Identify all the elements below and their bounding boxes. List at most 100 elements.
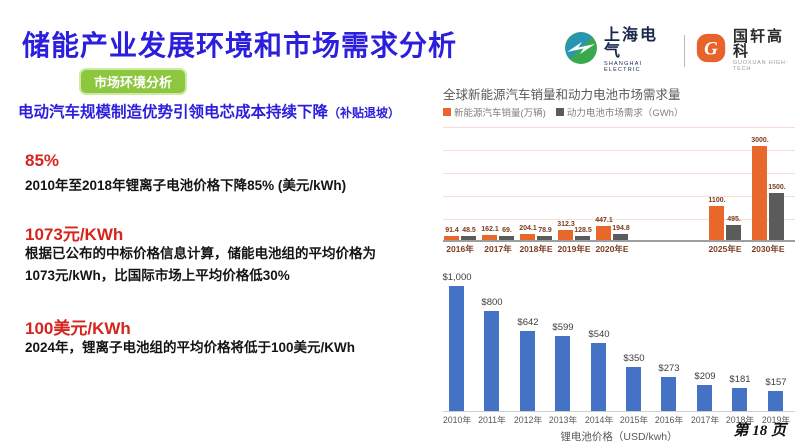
chart1-xlabels: 2016年 2017年 2018年E 2019年E 2020年E 2025年E 2030年E	[443, 242, 795, 256]
bar-value-label: $599	[552, 322, 574, 333]
metric-heading-100: 100美元/KWh	[25, 319, 131, 338]
axis-tick-label: 2016年	[654, 415, 684, 425]
bar	[596, 226, 611, 240]
guoxuan-logo: G 国轩高科 GUOXUAN HIGH-TECH	[694, 29, 800, 72]
bar	[769, 193, 784, 240]
metric-body-85: 2010年至2018年锂离子电池价格下降85% (美元/kWh)	[25, 178, 347, 193]
bar	[726, 225, 741, 240]
bar-value-label: $157	[765, 377, 787, 388]
axis-tick-label: 2030年E	[751, 244, 785, 254]
shanghai-electric-ball-icon	[563, 30, 599, 71]
bar	[558, 230, 573, 240]
bar	[768, 391, 783, 411]
svg-text:G: G	[704, 39, 718, 60]
bar-value-label: $800	[481, 297, 503, 308]
bar-value-label: $350	[623, 353, 645, 364]
chart1-plot: 91.4 48.5 162.1 69. 204.1 78.9 312.3 128.5 447.1…	[443, 122, 795, 242]
bar-value-label: 1500.	[768, 184, 786, 191]
chart-legend: 新能源汽车销量(万辆) 动力电池市场需求（GWh）	[443, 105, 795, 119]
shanghai-electric-name: 上海电气	[604, 27, 659, 60]
axis-tick-label: 2018年E	[519, 244, 553, 254]
bar	[449, 286, 464, 411]
bar-value-label: 3000.	[751, 137, 769, 144]
bar-value-label: 204.1	[519, 225, 537, 232]
axis-tick-label: 2017年	[484, 244, 512, 254]
axis-tick-label: 2010年	[442, 415, 472, 425]
bar-value-label: $642	[517, 317, 539, 328]
axis-tick-label: 2020年E	[595, 244, 629, 254]
chart1-axis-line	[443, 240, 795, 242]
metric-body-1073: 根据已公布的中标价格信息计算，储能电池组的平均价格为 1073元/kWh，比国际…	[25, 246, 376, 283]
bar	[752, 146, 767, 240]
axis-tick-label: 2012年	[513, 415, 543, 425]
page-number: 第 18 页	[733, 423, 786, 439]
bar-value-label: 69.	[502, 227, 512, 234]
bar	[709, 206, 724, 240]
axis-tick-label: 2011年	[478, 415, 506, 425]
bar	[732, 388, 747, 411]
metric-body-100: 2024年，锂离子电池组的平均价格将低于100美元/KWh	[25, 340, 356, 355]
bar-value-label: $273	[658, 363, 680, 374]
bar	[520, 331, 535, 411]
bar-value-label: 48.5	[462, 227, 476, 234]
guoxuan-ball-icon: G	[694, 31, 728, 70]
bar-value-label: 1100.	[708, 197, 726, 204]
axis-tick-label: 2018年	[725, 415, 755, 425]
legend-item-ev: 新能源汽车销量(万辆)	[443, 105, 546, 119]
bar-value-label: 312.3	[557, 221, 575, 228]
bar	[626, 367, 641, 411]
shanghai-electric-sub: SHANGHAI ELECTRIC	[604, 61, 643, 73]
metric-heading-1073: 1073元/KWh	[25, 225, 124, 244]
bar-value-label: $540	[588, 329, 610, 340]
bar-value-label: 162.1	[481, 226, 499, 233]
chart-title: 全球新能源汽车销量和动力电池市场需求量	[443, 88, 681, 102]
section-badge: 市场环境分析	[79, 68, 188, 95]
axis-tick-label: 2025年E	[708, 244, 742, 254]
bar-value-label: $181	[729, 374, 751, 385]
bar-value-label: 91.4	[445, 227, 459, 234]
bar-value-label: 128.5	[574, 227, 592, 234]
subtitle-text: 电动汽车规模制造优势引领电芯成本持续下降	[18, 104, 329, 121]
bar	[520, 234, 535, 240]
bar	[444, 236, 459, 240]
axis-tick-label: 2014年	[584, 415, 614, 425]
logo-divider	[684, 34, 685, 67]
bar	[537, 236, 552, 240]
shanghai-electric-logo: 上海电气 SHANGHAI ELECTRIC	[563, 28, 675, 73]
axis-tick-label: 2016年	[446, 244, 474, 254]
legend-label: 动力电池市场需求（GWh）	[566, 108, 684, 119]
axis-tick-label: 2019年E	[557, 244, 591, 254]
axis-tick-label: 2013年	[548, 415, 578, 425]
guoxuan-sub: GUOXUAN HIGH-TECH	[732, 60, 789, 72]
axis-tick-label: 2019年	[761, 415, 791, 425]
guoxuan-name: 国轩高科	[732, 28, 784, 60]
bar	[575, 236, 590, 240]
chart2-axis-line	[443, 411, 795, 412]
bar	[697, 385, 712, 411]
chart2-caption: 锂电池价格（USD/kwh）	[560, 431, 678, 443]
axis-tick-label: 2015年	[619, 415, 649, 425]
legend-swatch-orange-icon	[443, 108, 451, 116]
bar	[613, 234, 628, 240]
bar-value-label: $1,000	[442, 272, 472, 283]
logo-bar: 上海电气 SHANGHAI ELECTRIC G 国轩高科 GUOXUAN HI…	[563, 28, 800, 73]
legend-swatch-gray-icon	[555, 108, 564, 116]
bar	[499, 236, 514, 240]
chart2-xlabels: 2010年 2011年 2012年 2013年 2014年 2015年 2016年 2017年…	[443, 412, 795, 426]
chart2-plot: $1,000 $800 $642 $599 $540 $350 $273 $209 $181 $1…	[442, 260, 795, 412]
bar	[555, 336, 570, 411]
bar-value-label: 447.1	[595, 217, 613, 224]
bar	[661, 377, 676, 411]
slide-subtitle: 电动汽车规模制造优势引领电芯成本持续下降（补贴退坡）	[18, 100, 400, 122]
bar-value-label: 495.	[727, 216, 741, 223]
subtitle-note: （补贴退坡）	[328, 106, 401, 120]
battery-price-chart: $1,000 $800 $642 $599 $540 $350 $273 $209 $181 $1…	[442, 260, 795, 444]
bar-value-label: 194.8	[612, 225, 630, 232]
bar	[591, 343, 606, 411]
legend-label: 新能源汽车销量(万辆)	[454, 108, 546, 119]
metric-heading-85: 85%	[25, 151, 60, 170]
bar-value-label: 78.9	[538, 227, 552, 234]
bar-value-label: $209	[694, 371, 716, 382]
bar	[461, 236, 476, 240]
